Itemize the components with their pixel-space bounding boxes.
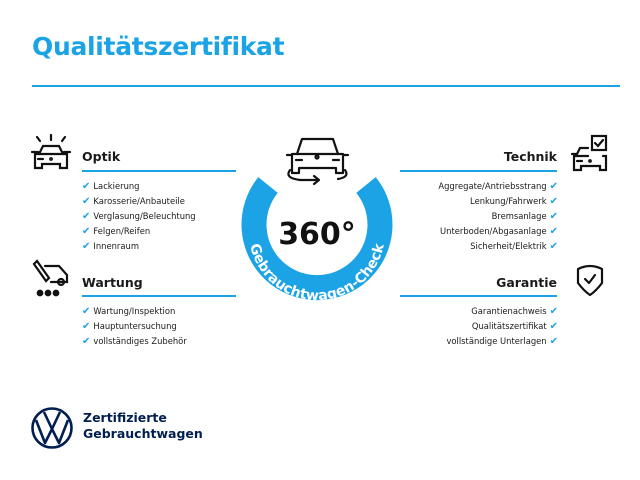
- check-icon: ✔: [82, 241, 91, 252]
- section-heading-optik: Optik: [82, 149, 121, 164]
- wartung-divider: [82, 295, 236, 297]
- item-label: Sicherheit/Elektrik: [470, 241, 547, 251]
- wartung-list: ✔ Wartung/Inspektion ✔ Hauptuntersuchung ✔…: [82, 304, 187, 349]
- list-item: Lenkung/Fahrwerk ✔: [438, 194, 558, 209]
- technik-divider: [400, 170, 557, 172]
- item-label: Garantienachweis: [471, 306, 547, 316]
- list-item: vollständige Unterlagen ✔: [446, 334, 558, 349]
- section-heading-technik: Technik: [503, 149, 557, 164]
- check-icon: ✔: [549, 181, 558, 192]
- list-item: Sicherheit/Elektrik ✔: [438, 239, 558, 254]
- list-item: ✔ Hauptuntersuchung: [82, 319, 187, 334]
- center-value: 360°: [278, 217, 356, 252]
- check-icon: ✔: [549, 241, 558, 252]
- check-icon: ✔: [549, 196, 558, 207]
- item-label: Hauptuntersuchung: [93, 321, 177, 331]
- ring-letter: a: [317, 287, 328, 304]
- service-car-icon: [32, 259, 69, 297]
- check-icon: ✔: [549, 226, 558, 237]
- ring-letter: g: [325, 285, 338, 303]
- section-heading-wartung: Wartung: [82, 275, 143, 290]
- item-label: Verglasung/Beleuchtung: [93, 211, 196, 221]
- list-item: ✔ Innenraum: [82, 239, 196, 254]
- car-checkbox-icon: [570, 134, 608, 172]
- list-item: Bremsanlage ✔: [438, 209, 558, 224]
- check-icon: ✔: [82, 196, 91, 207]
- item-label: Aggregate/Antriebsstrang: [438, 181, 547, 191]
- item-label: Lackierung: [93, 181, 140, 191]
- shield-check-icon: [576, 264, 604, 297]
- item-label: Lenkung/Fahrwerk: [470, 196, 547, 206]
- item-label: Bremsanlage: [491, 211, 547, 221]
- brand-name: Zertifizierte Gebrauchtwagen: [83, 410, 203, 442]
- page-title: Qualitätszertifikat: [32, 32, 285, 61]
- ring-letter: t: [298, 286, 308, 303]
- car-rotate-icon: [285, 137, 350, 186]
- garantie-divider: [400, 295, 557, 297]
- list-item: Aggregate/Antriebsstrang ✔: [438, 179, 558, 194]
- item-label: vollständiges Zubehör: [93, 336, 187, 346]
- check-icon: ✔: [549, 336, 558, 347]
- check-icon: ✔: [82, 181, 91, 192]
- list-item: Garantienachweis ✔: [446, 304, 558, 319]
- check-icon: ✔: [549, 211, 558, 222]
- item-label: Karosserie/Anbauteile: [93, 196, 185, 206]
- item-label: Unterboden/Abgasanlage: [440, 226, 547, 236]
- brand-line-1: Zertifizierte: [83, 410, 167, 425]
- item-label: Felgen/Reifen: [93, 226, 151, 236]
- item-label: vollständige Unterlagen: [446, 336, 547, 346]
- list-item: Qualitätszertifikat ✔: [446, 319, 558, 334]
- check-icon: ✔: [82, 226, 91, 237]
- list-item: ✔ Verglasung/Beleuchtung: [82, 209, 196, 224]
- check-icon: ✔: [82, 336, 91, 347]
- list-item: Unterboden/Abgasanlage ✔: [438, 224, 558, 239]
- list-item: ✔ Wartung/Inspektion: [82, 304, 187, 319]
- item-label: Innenraum: [93, 241, 139, 251]
- check-icon: ✔: [82, 306, 91, 317]
- title-divider: [32, 85, 620, 87]
- check-icon: ✔: [82, 321, 91, 332]
- technik-list: Aggregate/Antriebsstrang ✔ Lenkung/Fahrwe…: [438, 179, 558, 254]
- item-label: Wartung/Inspektion: [93, 306, 176, 316]
- list-item: ✔ Lackierung: [82, 179, 196, 194]
- section-heading-garantie: Garantie: [496, 275, 557, 290]
- list-item: ✔ Felgen/Reifen: [82, 224, 196, 239]
- garantie-list: Garantienachweis ✔ Qualitätszertifikat ✔ v…: [446, 304, 558, 349]
- list-item: ✔ vollständiges Zubehör: [82, 334, 187, 349]
- ring: [241, 177, 393, 301]
- check-icon: ✔: [549, 321, 558, 332]
- optik-list: ✔ Lackierung ✔ Karosserie/Anbauteile ✔ Verg…: [82, 179, 196, 254]
- brand-line-2: Gebrauchtwagen: [83, 426, 203, 441]
- check-icon: ✔: [549, 306, 558, 317]
- item-label: Qualitätszertifikat: [471, 321, 547, 331]
- car-lights-icon: [30, 133, 72, 170]
- vw-logo: [31, 407, 73, 449]
- check-icon: ✔: [82, 211, 91, 222]
- optik-divider: [82, 170, 236, 172]
- list-item: ✔ Karosserie/Anbauteile: [82, 194, 196, 209]
- ring-letter: G: [246, 242, 265, 257]
- ring-letter: w: [305, 287, 319, 304]
